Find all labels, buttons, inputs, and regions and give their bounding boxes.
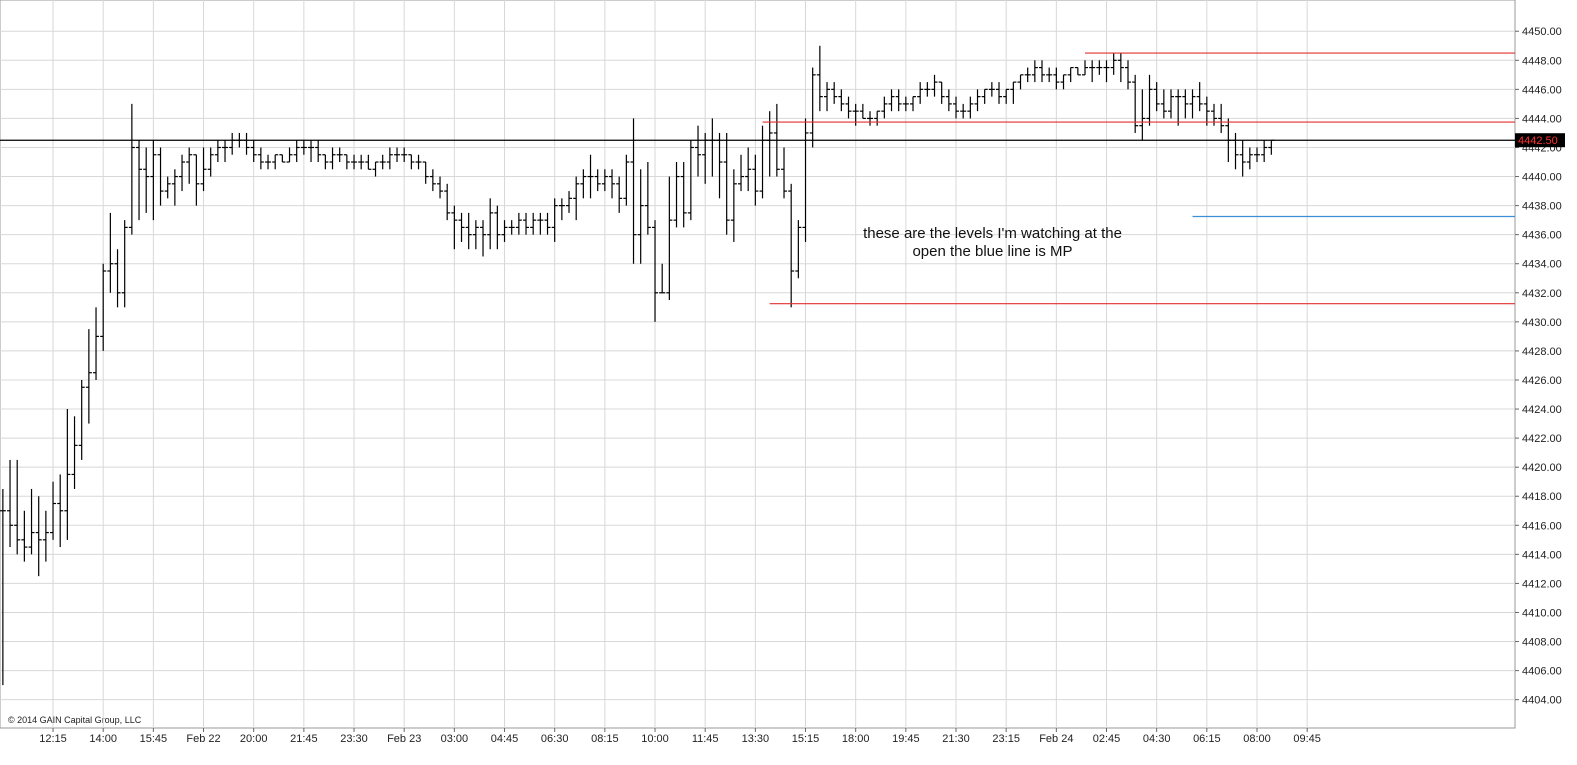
x-tick-label: 08:00: [1243, 733, 1271, 745]
y-tick-label: 4446.00: [1522, 84, 1562, 96]
x-tick-label: 09:45: [1293, 733, 1321, 745]
y-tick-label: 4438.00: [1522, 201, 1562, 213]
y-tick-label: 4420.00: [1522, 462, 1562, 474]
y-tick-label: 4422.00: [1522, 433, 1562, 445]
annotation: these are the levels I'm watching at the…: [863, 225, 1122, 260]
last-price-label: 4442.50: [1518, 135, 1558, 147]
x-tick-label: 15:45: [140, 733, 168, 745]
y-tick-label: 4408.00: [1522, 637, 1562, 649]
x-tick-label: 23:30: [340, 733, 368, 745]
y-tick-label: 4432.00: [1522, 288, 1562, 300]
y-tick-label: 4410.00: [1522, 607, 1562, 619]
x-tick-label: 04:45: [491, 733, 519, 745]
x-tick-label: 18:00: [842, 733, 870, 745]
x-tick-label: 06:30: [541, 733, 569, 745]
y-tick-label: 4414.00: [1522, 549, 1562, 561]
x-tick-label: 11:45: [692, 733, 719, 745]
y-tick-label: 4440.00: [1522, 172, 1562, 184]
x-tick-label: 14:00: [89, 733, 117, 745]
x-tick-label: 10:00: [641, 733, 669, 745]
y-tick-label: 4430.00: [1522, 317, 1562, 329]
x-tick-label: 12:15: [39, 733, 67, 745]
x-tick-label: 04:30: [1143, 733, 1171, 745]
x-tick-label: 06:15: [1193, 733, 1221, 745]
y-tick-label: 4434.00: [1522, 259, 1562, 271]
x-tick-label: 23:15: [992, 733, 1020, 745]
x-tick-label: 21:30: [942, 733, 970, 745]
x-tick-label: 15:15: [792, 733, 820, 745]
y-tick-label: 4450.00: [1522, 26, 1562, 38]
y-tick-label: 4404.00: [1522, 695, 1562, 707]
x-tick-label: 03:00: [441, 733, 469, 745]
x-tick-label: Feb 24: [1039, 733, 1073, 745]
plot-frame: [0, 0, 1516, 729]
y-tick-label: 4418.00: [1522, 491, 1562, 503]
y-tick-label: 4436.00: [1522, 230, 1562, 242]
x-tick-label: Feb 23: [387, 733, 421, 745]
x-tick-label: 21:45: [290, 733, 318, 745]
x-tick-label: 13:30: [742, 733, 770, 745]
y-tick-label: 4406.00: [1522, 666, 1562, 678]
copyright: © 2014 GAIN Capital Group, LLC: [8, 715, 142, 725]
y-tick-label: 4416.00: [1522, 520, 1562, 532]
x-tick-label: 08:15: [591, 733, 619, 745]
x-tick-label: Feb 22: [186, 733, 220, 745]
y-tick-label: 4448.00: [1522, 55, 1562, 67]
y-tick-label: 4424.00: [1522, 404, 1562, 416]
y-tick-label: 4428.00: [1522, 346, 1562, 358]
y-tick-label: 4444.00: [1522, 113, 1562, 125]
x-tick-label: 02:45: [1093, 733, 1121, 745]
x-tick-label: 19:45: [892, 733, 920, 745]
last-price-box: [1515, 133, 1565, 148]
y-tick-label: 4412.00: [1522, 578, 1562, 590]
y-tick-label: 4426.00: [1522, 375, 1562, 387]
x-tick-label: 20:00: [240, 733, 268, 745]
